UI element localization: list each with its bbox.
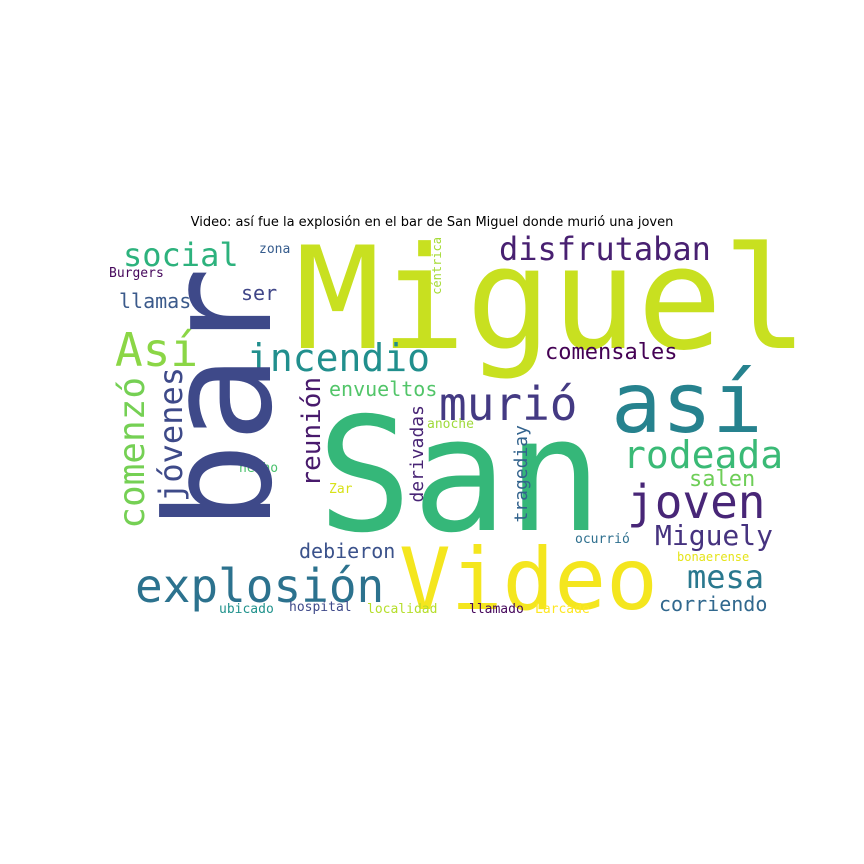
word-salen: salen bbox=[689, 467, 756, 492]
word-asi-cap: Así bbox=[115, 323, 199, 377]
word-disfrutaban: disfrutaban bbox=[499, 230, 711, 268]
word-asi: así bbox=[611, 354, 763, 452]
word-miguely: Miguely bbox=[655, 519, 774, 552]
word-murio: murió bbox=[439, 377, 578, 431]
word-bonaerense: bonaerense bbox=[677, 550, 750, 564]
word-larcade: Larcade bbox=[535, 602, 590, 617]
word-derivadas: derivadas bbox=[407, 405, 428, 503]
word-envueltos: envueltos bbox=[329, 377, 438, 401]
word-llamas: llamas bbox=[119, 289, 192, 313]
word-video: Video bbox=[399, 530, 658, 630]
word-ocurrio: ocurrió bbox=[575, 532, 630, 547]
word-localidad: localidad bbox=[367, 602, 438, 617]
word-corriendo: corriendo bbox=[659, 592, 768, 616]
word-comensales: comensales bbox=[545, 340, 678, 365]
word-explosion: explosión bbox=[135, 559, 385, 613]
word-hecho: hecho bbox=[239, 461, 279, 476]
word-san: San bbox=[317, 384, 603, 568]
word-rodeada: rodeada bbox=[623, 433, 784, 477]
word-cloud: San Miguel Video así explosión joven mur… bbox=[101, 229, 808, 630]
word-zar: Zar bbox=[329, 482, 353, 497]
word-incendio: incendio bbox=[247, 336, 431, 380]
word-debieron: debieron bbox=[299, 539, 396, 563]
word-burgers: Burgers bbox=[109, 266, 164, 281]
word-centrica: céntrica bbox=[430, 237, 444, 295]
word-miguel: Miguel bbox=[295, 217, 808, 382]
word-anoche: anoche bbox=[427, 417, 474, 432]
word-hospital: hospital bbox=[289, 600, 352, 615]
word-joven: joven bbox=[627, 475, 766, 529]
word-jovenes: jóvenes bbox=[152, 367, 190, 502]
word-mesa: mesa bbox=[687, 558, 765, 596]
word-tragediay: tragediay bbox=[511, 425, 532, 523]
word-reunion: reunión bbox=[297, 377, 327, 487]
word-llamado: llamado bbox=[469, 602, 524, 617]
word-ubicado: ubicado bbox=[219, 602, 274, 617]
word-social: social bbox=[123, 236, 239, 274]
word-comenzo: comenzó bbox=[112, 377, 153, 529]
word-zona: zona bbox=[259, 242, 291, 257]
word-ser: ser bbox=[241, 281, 278, 305]
figure-title: Video: así fue la explosión en el bar de… bbox=[190, 215, 674, 230]
